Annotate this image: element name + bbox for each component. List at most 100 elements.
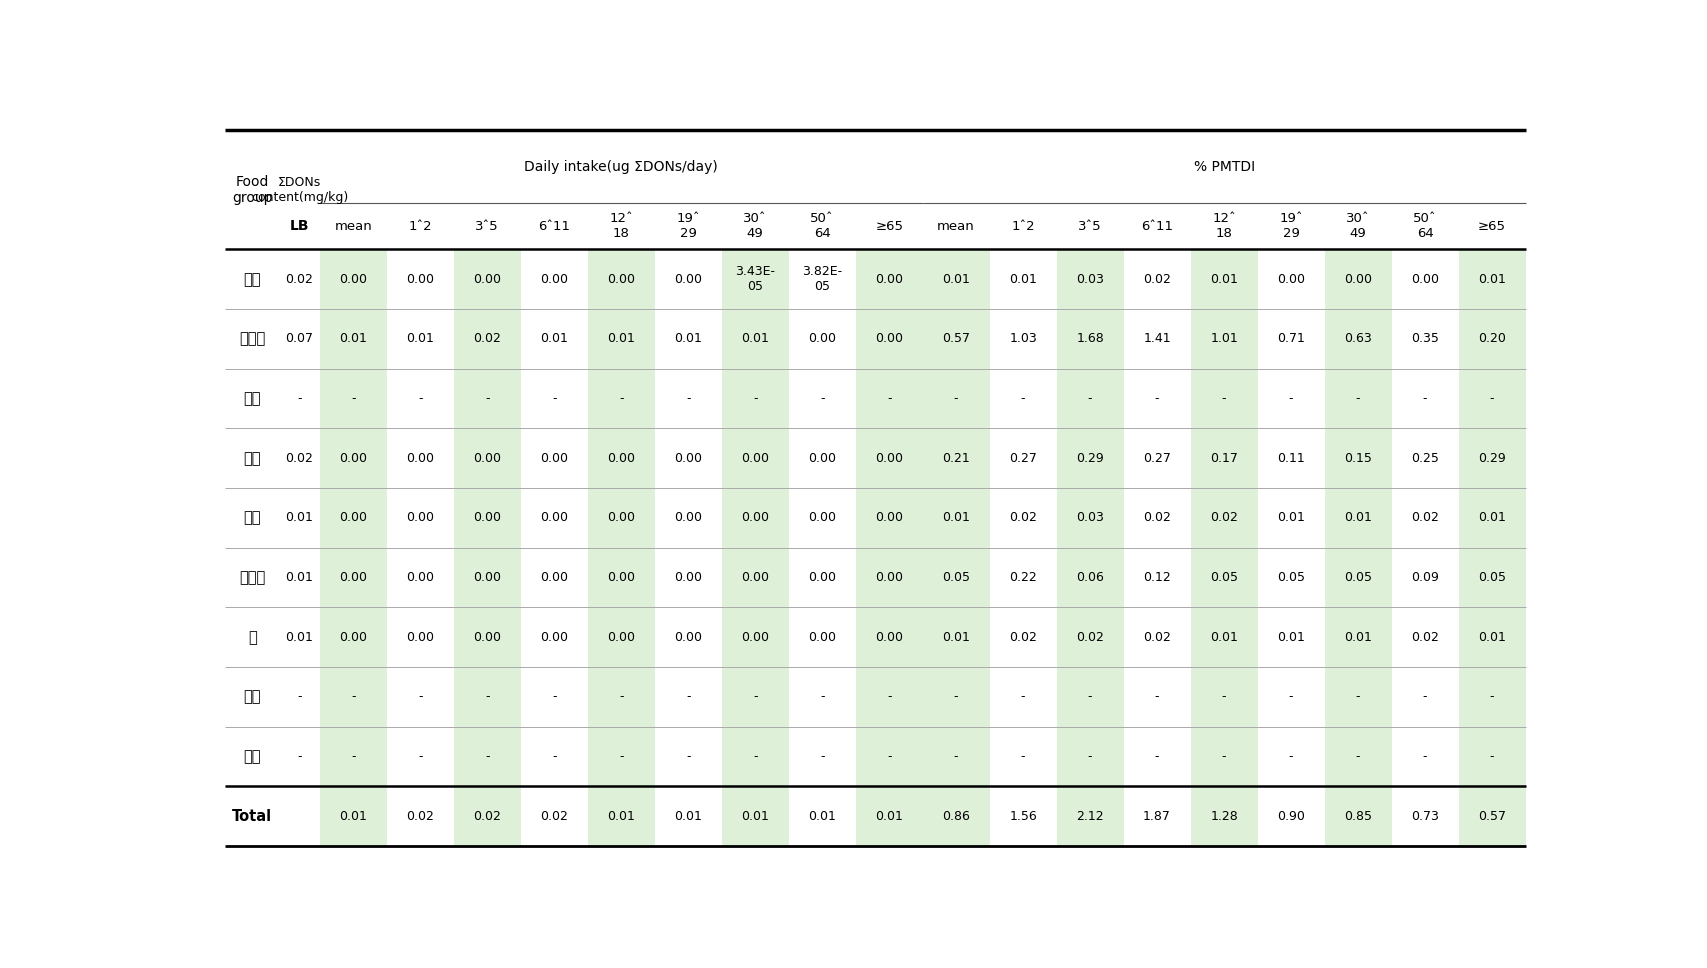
Text: 3ˆ5: 3ˆ5 bbox=[475, 220, 498, 232]
Text: 0.02: 0.02 bbox=[1075, 631, 1103, 644]
Text: 0.01: 0.01 bbox=[1477, 631, 1506, 644]
Bar bbox=[1325, 369, 1391, 429]
Text: 1ˆ2: 1ˆ2 bbox=[1011, 220, 1034, 232]
Text: -: - bbox=[753, 690, 756, 704]
Bar bbox=[1190, 250, 1256, 309]
Bar bbox=[922, 667, 988, 727]
Bar bbox=[722, 548, 789, 608]
Text: 0.21: 0.21 bbox=[942, 452, 970, 465]
Text: ≥65: ≥65 bbox=[1477, 220, 1506, 232]
Text: 1.03: 1.03 bbox=[1009, 332, 1036, 346]
Text: 0.00: 0.00 bbox=[874, 511, 903, 525]
Text: -: - bbox=[1422, 392, 1427, 405]
Text: 0.00: 0.00 bbox=[807, 332, 836, 346]
Text: 0.01: 0.01 bbox=[874, 810, 903, 823]
Text: 0.01: 0.01 bbox=[1343, 511, 1371, 525]
Text: -: - bbox=[1355, 750, 1359, 763]
Bar bbox=[1190, 369, 1256, 429]
Text: 0.00: 0.00 bbox=[1277, 273, 1304, 286]
Text: 0.01: 0.01 bbox=[1277, 511, 1304, 525]
Text: 0.05: 0.05 bbox=[1209, 571, 1238, 584]
Text: -: - bbox=[1221, 392, 1226, 405]
Bar bbox=[1190, 488, 1256, 548]
Text: 0.05: 0.05 bbox=[942, 571, 970, 584]
Text: 0.20: 0.20 bbox=[1477, 332, 1506, 346]
Bar bbox=[1325, 309, 1391, 369]
Text: 0.02: 0.02 bbox=[473, 332, 500, 346]
Text: -: - bbox=[1355, 690, 1359, 704]
Text: -: - bbox=[1221, 690, 1226, 704]
Bar bbox=[922, 369, 988, 429]
Text: 0.01: 0.01 bbox=[741, 332, 768, 346]
Text: 0.01: 0.01 bbox=[1277, 631, 1304, 644]
Bar bbox=[1458, 309, 1524, 369]
Bar bbox=[454, 548, 521, 608]
Text: 0.01: 0.01 bbox=[741, 810, 768, 823]
Text: 1.01: 1.01 bbox=[1210, 332, 1238, 346]
Text: -: - bbox=[1021, 392, 1024, 405]
Bar bbox=[922, 429, 988, 488]
Text: -: - bbox=[551, 750, 556, 763]
Text: 0.00: 0.00 bbox=[606, 511, 635, 525]
Bar bbox=[1190, 786, 1256, 846]
Bar bbox=[454, 309, 521, 369]
Text: 0.00: 0.00 bbox=[741, 511, 768, 525]
Bar bbox=[922, 608, 988, 667]
Bar bbox=[722, 309, 789, 369]
Text: -: - bbox=[1489, 392, 1494, 405]
Bar bbox=[922, 488, 988, 548]
Bar bbox=[1190, 548, 1256, 608]
Text: -: - bbox=[618, 392, 623, 405]
Text: 수수: 수수 bbox=[244, 510, 261, 526]
Text: -: - bbox=[418, 392, 422, 405]
Text: 0.05: 0.05 bbox=[1343, 571, 1371, 584]
Bar bbox=[1190, 429, 1256, 488]
Bar bbox=[1458, 369, 1524, 429]
Text: 0.00: 0.00 bbox=[473, 571, 500, 584]
Text: 0.57: 0.57 bbox=[942, 332, 970, 346]
Text: 0.63: 0.63 bbox=[1343, 332, 1371, 346]
Text: LB: LB bbox=[290, 220, 309, 233]
Text: -: - bbox=[1021, 690, 1024, 704]
Text: 0.01: 0.01 bbox=[674, 810, 702, 823]
Text: -: - bbox=[551, 690, 556, 704]
Bar bbox=[1325, 667, 1391, 727]
Text: 0.86: 0.86 bbox=[942, 810, 970, 823]
Bar bbox=[587, 786, 654, 846]
Text: 0.00: 0.00 bbox=[539, 511, 568, 525]
Text: 0.27: 0.27 bbox=[1142, 452, 1171, 465]
Bar bbox=[319, 309, 386, 369]
Bar bbox=[454, 608, 521, 667]
Text: 0.01: 0.01 bbox=[406, 332, 434, 346]
Text: 0.00: 0.00 bbox=[406, 511, 434, 525]
Text: 3.82E-
05: 3.82E- 05 bbox=[802, 265, 842, 293]
Text: 0.00: 0.00 bbox=[1343, 273, 1371, 286]
Text: 0.00: 0.00 bbox=[340, 452, 367, 465]
Bar bbox=[1325, 250, 1391, 309]
Bar bbox=[587, 429, 654, 488]
Text: 0.00: 0.00 bbox=[606, 571, 635, 584]
Text: 0.00: 0.00 bbox=[1410, 273, 1439, 286]
Text: 0.02: 0.02 bbox=[1410, 511, 1439, 525]
Bar bbox=[1057, 488, 1123, 548]
Text: 0.01: 0.01 bbox=[539, 332, 568, 346]
Bar bbox=[587, 727, 654, 786]
Text: 0.01: 0.01 bbox=[1009, 273, 1036, 286]
Text: 50ˆ
64: 50ˆ 64 bbox=[1412, 212, 1436, 240]
Text: 0.06: 0.06 bbox=[1075, 571, 1103, 584]
Bar bbox=[855, 429, 922, 488]
Text: 0.01: 0.01 bbox=[942, 511, 970, 525]
Bar bbox=[855, 608, 922, 667]
Text: 0.02: 0.02 bbox=[1009, 631, 1036, 644]
Text: 0.00: 0.00 bbox=[340, 511, 367, 525]
Text: 12ˆ
18: 12ˆ 18 bbox=[1212, 212, 1236, 240]
Text: -: - bbox=[819, 690, 824, 704]
Bar bbox=[1057, 667, 1123, 727]
Text: 0.00: 0.00 bbox=[539, 571, 568, 584]
Text: 0.02: 0.02 bbox=[539, 810, 568, 823]
Text: 0.00: 0.00 bbox=[874, 332, 903, 346]
Text: -: - bbox=[1021, 750, 1024, 763]
Text: % PMTDI: % PMTDI bbox=[1193, 160, 1255, 173]
Text: 1.56: 1.56 bbox=[1009, 810, 1036, 823]
Text: 0.01: 0.01 bbox=[608, 332, 635, 346]
